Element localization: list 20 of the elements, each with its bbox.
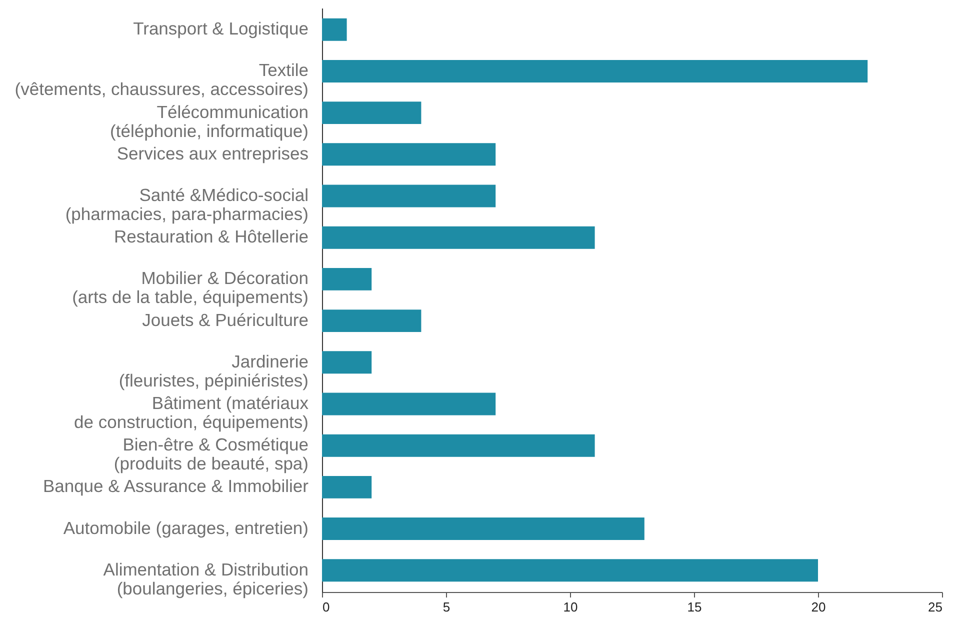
x-tick-label: 5 [442, 600, 450, 614]
y-tick-label: Services aux entreprises [116, 143, 309, 164]
y-tick-label: Mobilier & Décoration (arts de la table, équipements) [72, 268, 308, 308]
y-tick-label: Santé &Médico-social (pharmacies, para-pharmacies) [65, 185, 308, 224]
x-tick-label: 10 [563, 600, 578, 614]
y-tick-label: Jardinerie (fleuristes, pépiniéristes) [118, 351, 308, 390]
y-tick-label: Transport & Logistique [133, 18, 308, 39]
y-tick-label: Automobile (garages, entretien) [63, 518, 308, 538]
x-tick-label: 15 [687, 600, 702, 614]
x-tick-label: 25 [928, 600, 942, 614]
y-tick-label: Bien-être & Cosmétique (produits de beauté, spa) [114, 434, 308, 474]
y-tick-label: Alimentation & Distribution (boulangeries, épiceries) [103, 559, 308, 598]
x-tick-label: 20 [811, 600, 826, 614]
y-tick-label: Bâtiment (matériaux de construction, équipements) [74, 392, 309, 432]
x-tick-label: 0 [322, 600, 330, 614]
y-tick-label: Jouets & Puériculture [142, 310, 308, 330]
y-tick-label: Restauration & Hôtellerie [114, 226, 308, 247]
y-tick-label: Textile (vêtements, chaussures, accessoires) [14, 60, 308, 100]
y-tick-label: Banque & Assurance & Immobilier [42, 476, 309, 496]
y-tick-label: Télécommunication (téléphonie, informatique) [110, 102, 308, 141]
